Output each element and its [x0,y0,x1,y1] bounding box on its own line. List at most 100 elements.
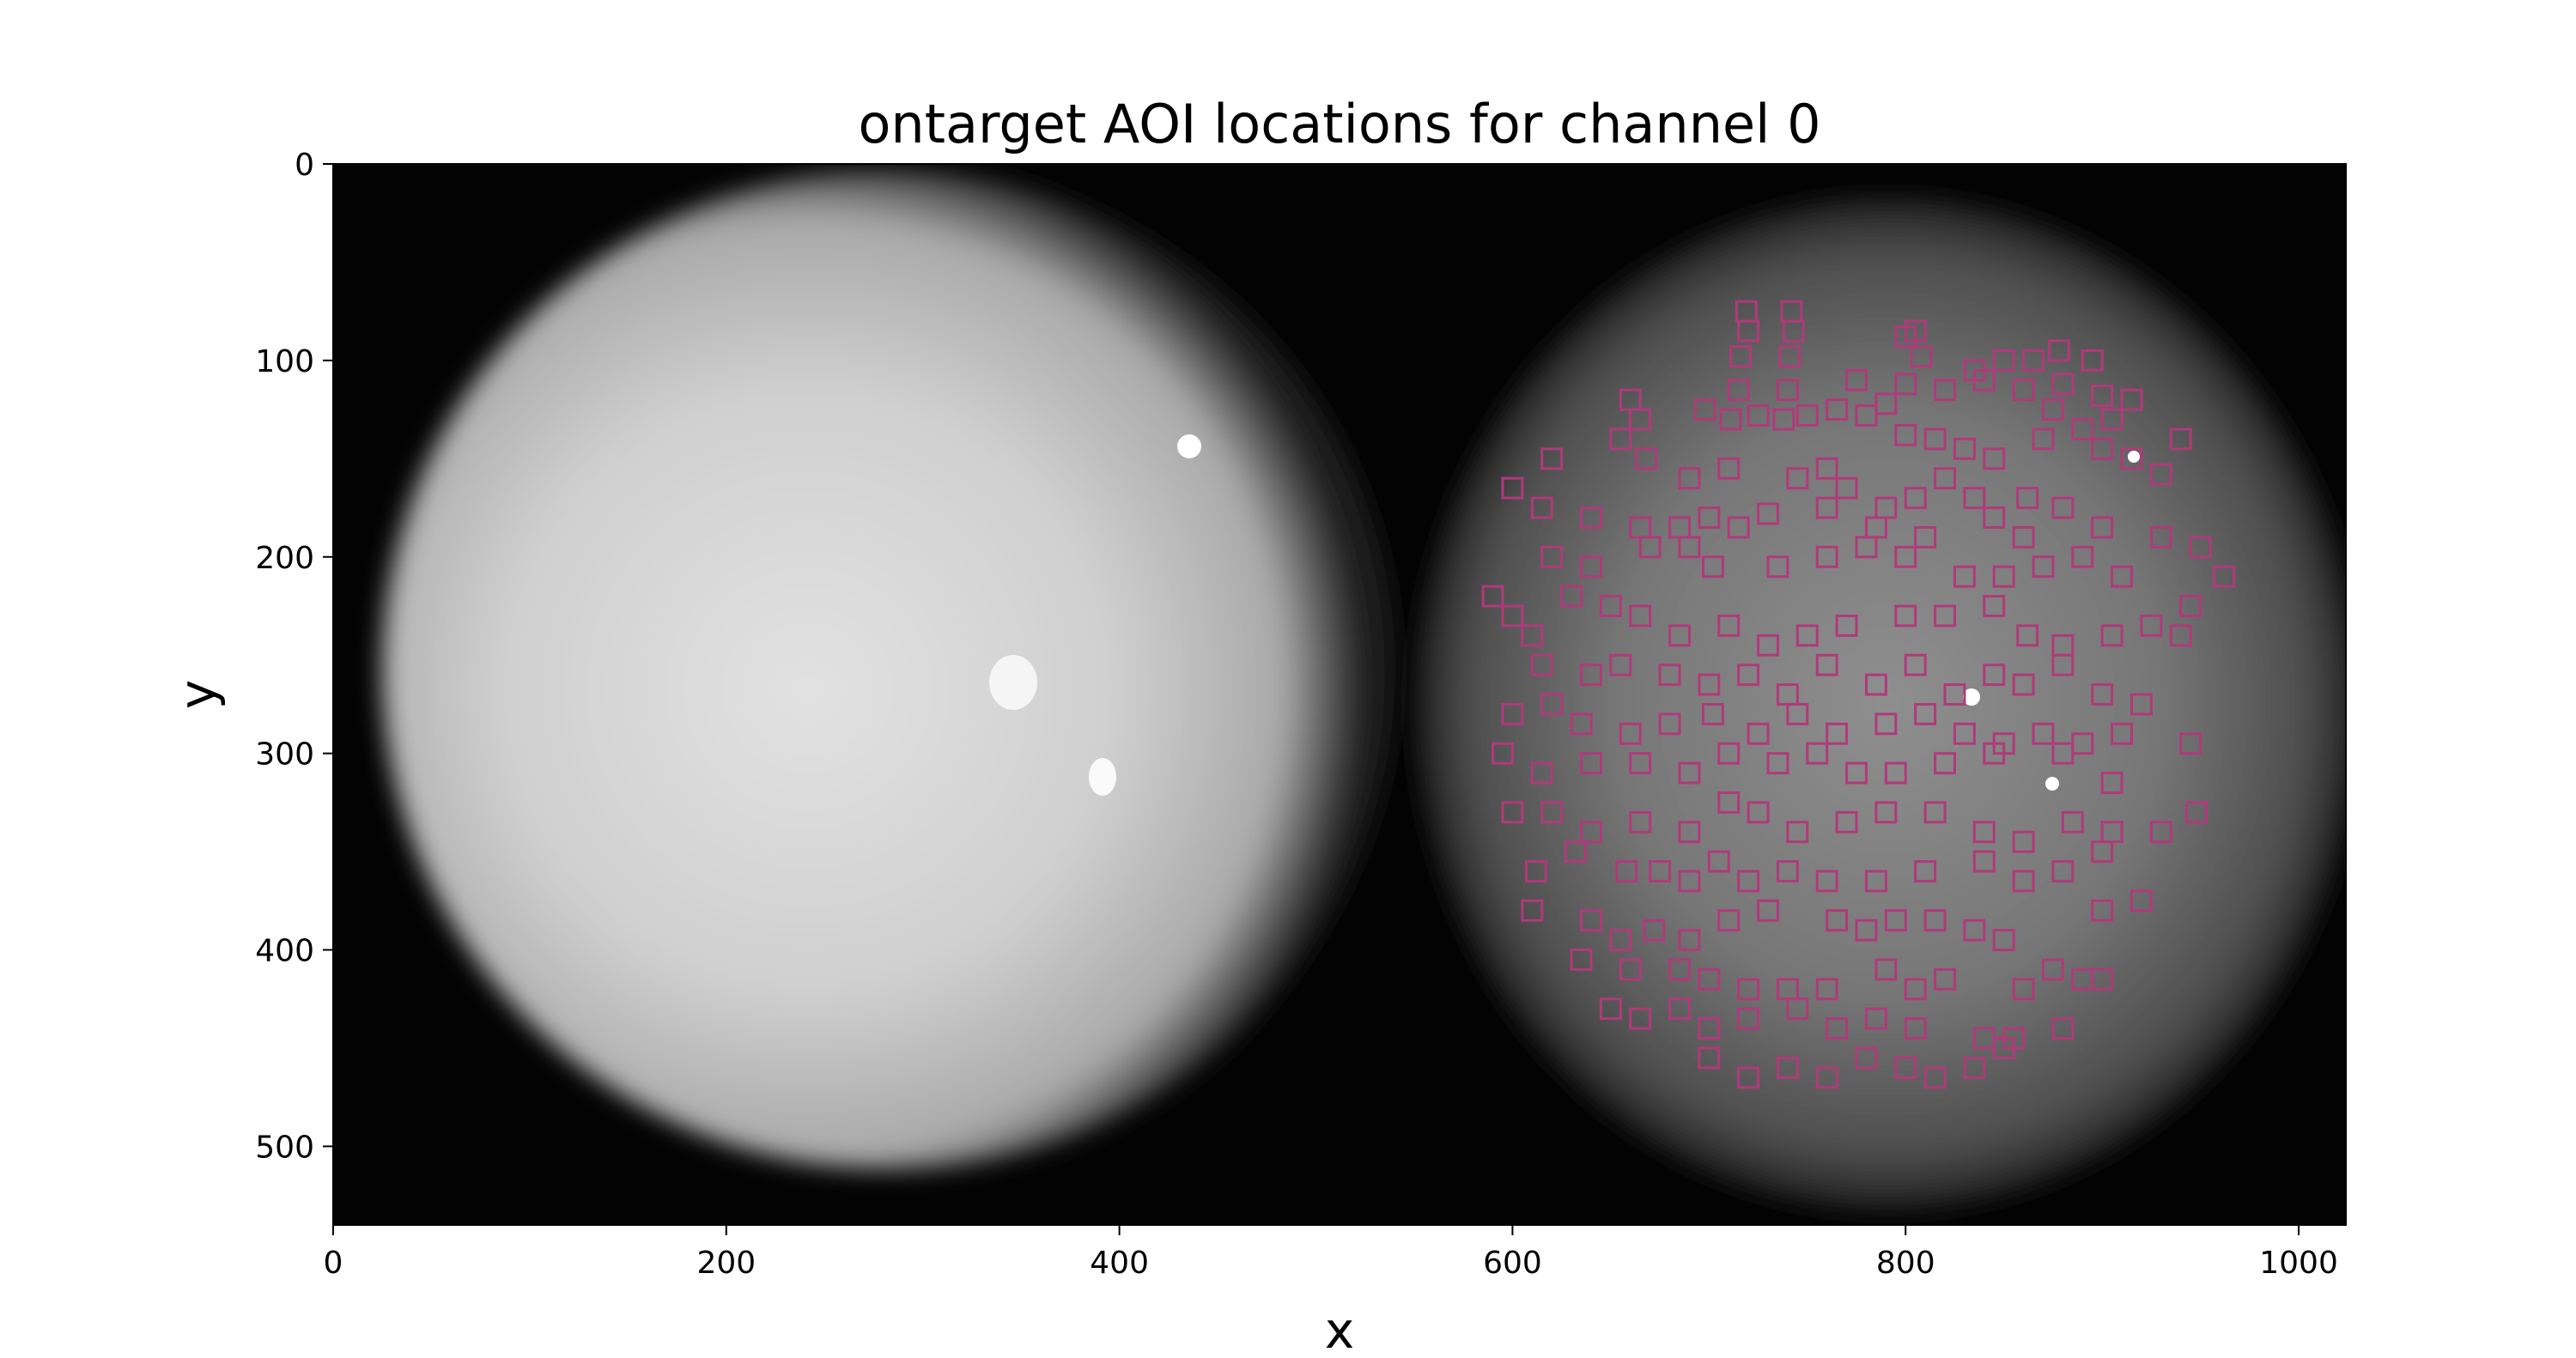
y-tick-label: 0 [295,148,314,183]
aoi-square-marker [1560,585,1583,608]
plot-frame [332,163,2347,1226]
aoi-square-marker [1904,487,1927,510]
aoi-square-marker [1530,653,1553,676]
aoi-square-marker [1717,614,1741,637]
aoi-square-marker [2016,624,2039,647]
aoi-square-marker [2051,653,2075,676]
aoi-square-marker [1923,801,1947,824]
aoi-square-marker [1747,722,1770,745]
aoi-square-marker [2179,732,2202,755]
aoi-square-marker [1609,929,1632,952]
aoi-square-marker [1894,1056,1917,1079]
aoi-square-marker [1727,516,1750,539]
aoi-square-marker [1635,447,1658,470]
aoi-square-marker [1835,476,1858,500]
aoi-square-marker [1501,476,1524,500]
aoi-square-marker [1530,761,1553,785]
aoi-square-marker [2012,870,2035,893]
aoi-square-marker [1717,791,1741,814]
aoi-square-marker [1864,673,1887,696]
aoi-square-marker [1855,918,1878,942]
aoi-square-marker [1772,408,1795,431]
aoi-square-marker [1698,1017,1721,1040]
aoi-square-marker [1992,929,2015,952]
aoi-square-marker [1678,929,1701,952]
aoi-square-marker [1707,850,1730,873]
aoi-square-marker [1972,821,1996,844]
aoi-square-marker [1619,722,1642,745]
aoi-square-marker [1826,1017,1849,1040]
aoi-square-marker [1766,555,1789,579]
aoi-square-marker [1914,525,1937,549]
aoi-square-marker [1737,1007,1760,1030]
aoi-square-marker [1717,457,1741,480]
aoi-square-marker [1524,860,1547,882]
aoi-square-marker [1786,702,1809,725]
aoi-square-marker [2032,555,2055,579]
aoi-square-marker [1501,801,1524,824]
aoi-square-marker [1983,595,2006,617]
aoi-square-marker [1992,565,2015,588]
aoi-square-marker [1678,467,1701,490]
aoi-square-marker [1963,918,1986,942]
aoi-square-marker [2169,624,2192,647]
y-axis-label: y [168,680,227,709]
aoi-square-marker [1835,614,1858,637]
aoi-square-marker [1540,801,1564,824]
bright-spot [989,655,1037,710]
aoi-square-marker [1521,899,1544,922]
aoi-square-marker [2051,496,2075,519]
aoi-square-marker [1864,1007,1887,1030]
aoi-square-marker [1923,1066,1947,1089]
aoi-square-marker [2081,349,2104,372]
aoi-square-marker [1855,1046,1878,1070]
bright-spot [1963,688,1980,706]
aoi-square-marker [1874,801,1898,824]
aoi-square-marker [1923,909,1947,932]
aoi-square-marker [1826,722,1849,745]
aoi-square-marker [1815,545,1838,568]
right-field-of-view [1415,197,2346,1210]
aoi-square-marker [1972,368,1996,391]
aoi-square-marker [1629,1007,1652,1030]
aoi-square-marker [1983,664,2006,687]
x-tick-label: 1000 [2259,1246,2338,1281]
aoi-square-marker [1678,870,1701,893]
aoi-square-marker [1747,801,1770,824]
aoi-square-marker [1698,1046,1721,1070]
aoi-square-marker [2149,463,2172,486]
aoi-square-marker [1643,918,1666,942]
aoi-square-marker [2012,525,2035,549]
aoi-square-marker [1530,496,1553,519]
aoi-square-marker [1737,664,1760,687]
aoi-square-marker [1668,958,1691,981]
aoi-square-marker [2091,385,2114,408]
aoi-square-marker [1570,712,1593,736]
aoi-square-marker [1983,742,2006,765]
aoi-square-marker [1729,345,1752,368]
aoi-square-marker [1717,742,1741,765]
aoi-square-marker [1678,821,1701,844]
aoi-square-marker [1884,909,1907,932]
aoi-square-marker [2047,339,2070,362]
aoi-square-marker [2091,840,2114,864]
aoi-square-marker [1934,604,1956,627]
aoi-square-marker [2100,408,2123,431]
aoi-square-marker [1963,487,1986,510]
x-tick-label: 400 [1090,1246,1149,1281]
aoi-square-marker [2213,565,2236,588]
aoi-square-marker [1501,702,1524,725]
aoi-square-marker [1855,536,1878,559]
aoi-square-marker [1835,810,1858,834]
aoi-square-marker [1864,870,1887,893]
aoi-square-marker [2100,624,2123,647]
aoi-square-marker [2185,801,2208,824]
aoi-square-marker [1874,958,1898,981]
aoi-square-marker [1540,545,1564,568]
aoi-square-marker [1776,1056,1799,1079]
x-tick-label: 0 [324,1246,343,1281]
aoi-square-marker [1826,909,1849,932]
aoi-square-marker [2091,516,2114,539]
aoi-square-marker [1757,634,1779,657]
y-axis: 0 100 200 300 400 500 [255,148,333,1165]
